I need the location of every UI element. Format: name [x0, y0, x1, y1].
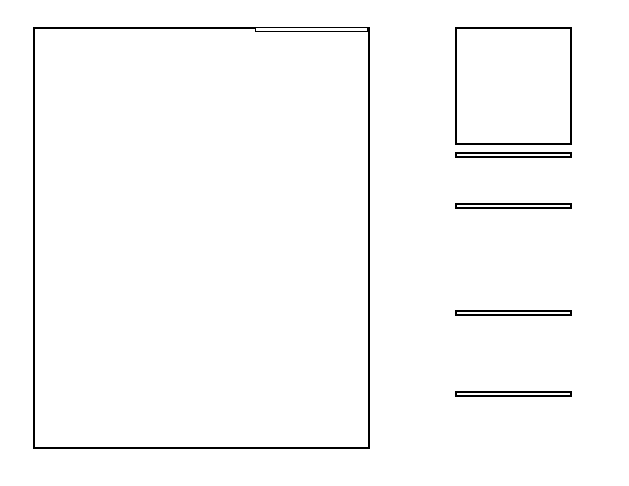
skewt-diagram[interactable] — [33, 27, 370, 449]
skewt-plot-area — [35, 29, 368, 447]
indices-panel — [455, 152, 572, 158]
legend — [255, 27, 368, 32]
hodograph-trace — [457, 29, 570, 143]
hodograph-plot[interactable] — [455, 27, 572, 145]
most-unstable-panel — [455, 310, 572, 316]
wind-barbs — [408, 27, 454, 449]
hodograph-panel — [455, 391, 572, 397]
surface-panel — [455, 203, 572, 209]
wind-barb-column — [408, 27, 454, 449]
